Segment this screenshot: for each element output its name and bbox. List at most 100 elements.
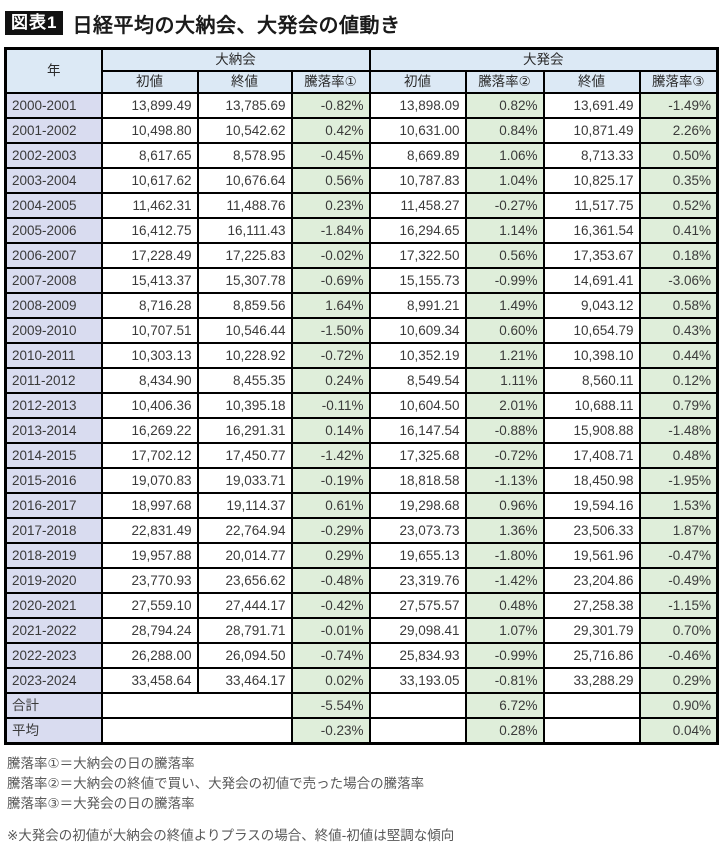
open1-cell: 10,303.13 (100, 342, 199, 369)
rate1-cell: 0.24% (290, 367, 371, 394)
open1-cell: 22,831.49 (100, 517, 199, 544)
open1-cell: 16,269.22 (100, 417, 199, 444)
year-cell: 2010-2011 (4, 342, 103, 369)
open2-cell: 25,834.93 (368, 642, 467, 669)
table-row: 2014-2015 17,702.12 17,450.77 -1.42% 17,325.… (4, 442, 719, 469)
year-cell: 2007-2008 (4, 267, 103, 294)
table-row: 2016-2017 18,997.68 19,114.37 0.61% 19,298.6… (4, 492, 719, 519)
rate1-cell: 0.56% (290, 167, 371, 194)
figure-title-bar: 図表1 日経平均の大納会、大発会の値動き (5, 8, 720, 38)
rate2-cell: -0.88% (464, 417, 545, 444)
rate3-cell: 0.12% (638, 367, 719, 394)
open1-cell: 16,412.75 (100, 217, 199, 244)
rate3-cell: -0.46% (638, 642, 719, 669)
table-header: 年 大納会 大発会 初値 終値 騰落率① 初値 騰落率② 終値 騰落率③ (4, 47, 719, 94)
empty-cell (100, 692, 293, 719)
column-header-rate3: 騰落率③ (638, 70, 719, 94)
close1-cell: 16,291.31 (196, 417, 293, 444)
rate3-cell: 0.90% (638, 692, 719, 719)
table-row: 2002-2003 8,617.65 8,578.95 -0.45% 8,669.89 1… (4, 142, 719, 169)
empty-cell (542, 717, 641, 745)
note-rate1: 騰落率①＝大納会の日の騰落率 (7, 756, 195, 771)
rate3-cell: 0.44% (638, 342, 719, 369)
table-body: 2000-2001 13,899.49 13,785.69 -0.82% 13,898.… (4, 92, 719, 745)
year-cell: 2017-2018 (4, 517, 103, 544)
open2-cell: 10,604.50 (368, 392, 467, 419)
year-cell: 2019-2020 (4, 567, 103, 594)
close1-cell: 11,488.76 (196, 192, 293, 219)
rate3-cell: 0.79% (638, 392, 719, 419)
note-rate3: 騰落率③＝大発会の日の騰落率 (7, 796, 195, 811)
close2-cell: 13,691.49 (542, 92, 641, 119)
close1-cell: 33,464.17 (196, 667, 293, 694)
rate2-cell: 1.04% (464, 167, 545, 194)
open2-cell: 10,631.00 (368, 117, 467, 144)
open2-cell: 18,818.58 (368, 467, 467, 494)
close1-cell: 22,764.94 (196, 517, 293, 544)
rate2-cell: 0.82% (464, 92, 545, 119)
table-row: 2008-2009 8,716.28 8,859.56 1.64% 8,991.21 1.… (4, 292, 719, 319)
close1-cell: 17,450.77 (196, 442, 293, 469)
close1-cell: 27,444.17 (196, 592, 293, 619)
year-cell: 2000-2001 (4, 92, 103, 119)
figure-badge: 図表1 (5, 11, 64, 35)
close2-cell: 16,361.54 (542, 217, 641, 244)
rate3-cell: 2.26% (638, 117, 719, 144)
rate1-cell: 0.61% (290, 492, 371, 519)
year-cell: 2004-2005 (4, 192, 103, 219)
year-cell: 2008-2009 (4, 292, 103, 319)
year-cell: 2018-2019 (4, 542, 103, 569)
rate3-cell: 0.48% (638, 442, 719, 469)
close2-cell: 23,204.86 (542, 567, 641, 594)
rate3-cell: 0.04% (638, 717, 719, 745)
rate2-cell: 1.14% (464, 217, 545, 244)
open2-cell: 27,575.57 (368, 592, 467, 619)
open1-cell: 10,617.62 (100, 167, 199, 194)
rate2-cell: 0.28% (464, 717, 545, 745)
open1-cell: 27,559.10 (100, 592, 199, 619)
year-cell: 2003-2004 (4, 167, 103, 194)
rate-definitions: 騰落率①＝大納会の日の騰落率 騰落率②＝大納会の終値で買い、大発会の初値で売った… (7, 754, 720, 814)
header-group-row: 年 大納会 大発会 (4, 47, 719, 94)
rate3-cell: 0.70% (638, 617, 719, 644)
rate2-cell: 0.56% (464, 242, 545, 269)
rate2-cell: 0.60% (464, 317, 545, 344)
open1-cell: 11,462.31 (100, 192, 199, 219)
open2-cell: 17,325.68 (368, 442, 467, 469)
table-row: 2009-2010 10,707.51 10,546.44 -1.50% 10,609.… (4, 317, 719, 344)
close2-cell: 23,506.33 (542, 517, 641, 544)
close1-cell: 10,228.92 (196, 342, 293, 369)
rate3-cell: 0.43% (638, 317, 719, 344)
close1-cell: 26,094.50 (196, 642, 293, 669)
rate2-cell: -0.81% (464, 667, 545, 694)
close2-cell: 8,560.11 (542, 367, 641, 394)
close2-cell: 29,301.79 (542, 617, 641, 644)
rate1-cell: -0.29% (290, 517, 371, 544)
year-cell: 2013-2014 (4, 417, 103, 444)
open1-cell: 19,070.83 (100, 467, 199, 494)
rate3-cell: 0.58% (638, 292, 719, 319)
rate1-cell: -0.48% (290, 567, 371, 594)
close1-cell: 8,578.95 (196, 142, 293, 169)
open1-cell: 23,770.93 (100, 567, 199, 594)
column-group-dainokai: 大納会 (100, 47, 371, 72)
rate2-cell: 1.49% (464, 292, 545, 319)
close2-cell: 9,043.12 (542, 292, 641, 319)
table-row: 2013-2014 16,269.22 16,291.31 0.14% 16,147.5… (4, 417, 719, 444)
rate2-cell: -0.72% (464, 442, 545, 469)
year-cell: 2005-2006 (4, 217, 103, 244)
open2-cell: 10,609.34 (368, 317, 467, 344)
table-row: 2005-2006 16,412.75 16,111.43 -1.84% 16,294.… (4, 217, 719, 244)
open2-cell: 19,298.68 (368, 492, 467, 519)
close1-cell: 19,033.71 (196, 467, 293, 494)
rate1-cell: -1.42% (290, 442, 371, 469)
rate2-cell: 0.96% (464, 492, 545, 519)
rate2-cell: -0.99% (464, 642, 545, 669)
open2-cell: 33,193.05 (368, 667, 467, 694)
table-row: 2021-2022 28,794.24 28,791.71 -0.01% 29,098.… (4, 617, 719, 644)
close1-cell: 16,111.43 (196, 217, 293, 244)
year-cell: 2012-2013 (4, 392, 103, 419)
price-table: 年 大納会 大発会 初値 終値 騰落率① 初値 騰落率② 終値 騰落率③ 200… (4, 47, 719, 745)
year-cell: 2011-2012 (4, 367, 103, 394)
close2-cell: 19,561.96 (542, 542, 641, 569)
